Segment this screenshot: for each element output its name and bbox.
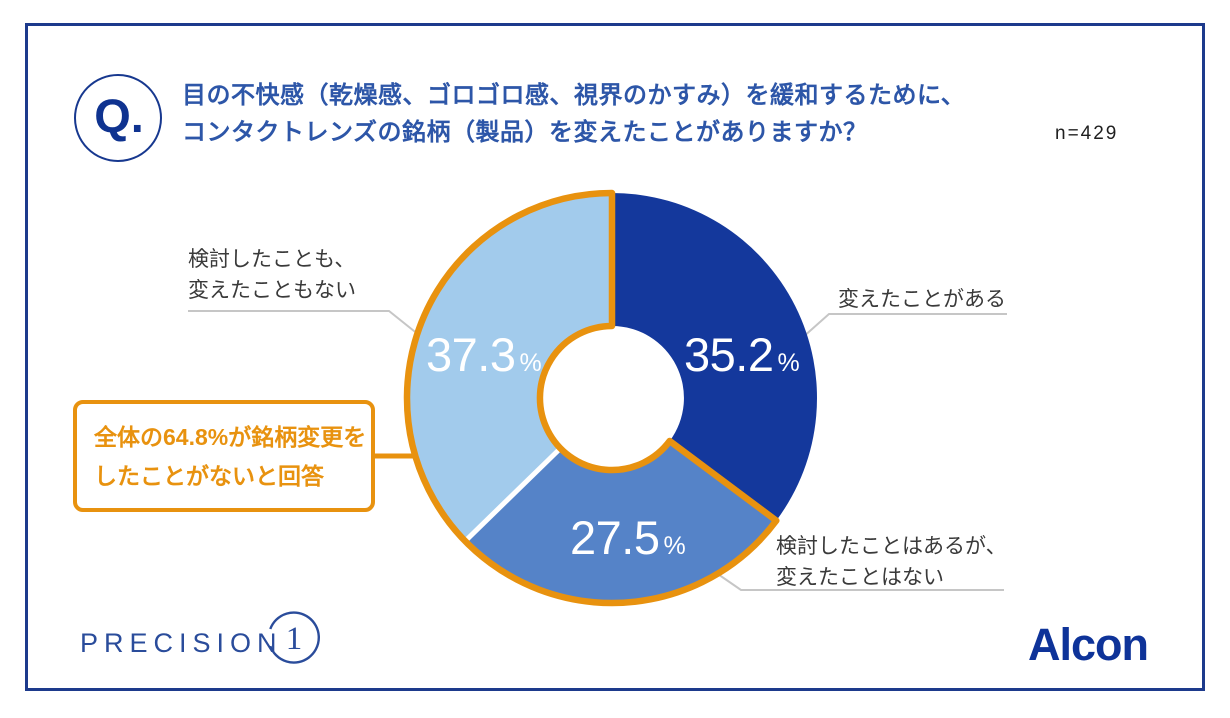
slice-label-changed: 変えたことがある xyxy=(838,288,1006,311)
page-border-frame xyxy=(25,23,1205,691)
precision1-logo-circle: 1 xyxy=(269,611,320,664)
slice-label-considered-line1: 検討したことはあるが、 xyxy=(776,535,1007,558)
slice-label-never-line2: 変えたこともない xyxy=(188,279,356,302)
one-circle-icon xyxy=(269,611,320,664)
sample-size-label: n=429 xyxy=(1055,123,1119,144)
donut-slice-0 xyxy=(612,193,818,521)
leader-line-bottom-right xyxy=(711,569,1004,591)
callout-line-1: 全体の64.8%が銘柄変更を xyxy=(94,424,367,450)
slice-value-considered-number: 27.5 xyxy=(570,511,660,564)
slice-label-considered: 検討したことはあるが、 変えたことはない xyxy=(776,531,1007,593)
slice-value-changed: 35.2 % xyxy=(684,328,800,381)
donut-slice-2 xyxy=(406,192,612,542)
precision1-logo-numeral: 1 xyxy=(286,621,303,657)
leader-line-top-left xyxy=(188,310,430,344)
slice-label-never: 検討したことも、 変えたこともない xyxy=(188,244,356,306)
donut-rings xyxy=(403,189,818,607)
alcon-logo: Alcon xyxy=(1028,619,1149,670)
question-title: 目の不快感（乾燥感、ゴロゴロ感、視界のかすみ）を緩和するために、 コンタクトレン… xyxy=(182,77,965,151)
slice-value-never-number: 37.3 xyxy=(426,328,516,381)
precision1-logo-text: PRECISION xyxy=(80,628,283,658)
slice-separator xyxy=(464,447,562,543)
donut-slice-1 xyxy=(465,441,777,604)
highlight-outline xyxy=(403,189,780,607)
callout-box: 全体の64.8%が銘柄変更を したことがないと回答 xyxy=(73,400,375,512)
question-badge-label: Q. xyxy=(94,88,144,142)
question-badge: Q. xyxy=(74,74,162,162)
slice-value-changed-unit: % xyxy=(777,349,800,377)
slice-value-never: 37.3 % xyxy=(426,328,542,381)
slice-label-considered-line2: 変えたことはない xyxy=(776,566,944,589)
slice-value-considered-unit: % xyxy=(663,532,686,560)
leader-line-right xyxy=(801,313,1007,339)
question-line-1: 目の不快感（乾燥感、ゴロゴロ感、視界のかすみ）を緩和するために、 xyxy=(182,82,966,109)
question-line-2: コンタクトレンズの銘柄（製品）を変えたことがありますか？ xyxy=(182,119,868,146)
slice-value-changed-number: 35.2 xyxy=(684,328,774,381)
slice-value-never-unit: % xyxy=(519,349,542,377)
callout-line-2: したことがないと回答 xyxy=(94,463,324,489)
slice-value-considered: 27.5 % xyxy=(570,511,686,564)
slice-label-never-line1: 検討したことも、 xyxy=(188,248,356,271)
